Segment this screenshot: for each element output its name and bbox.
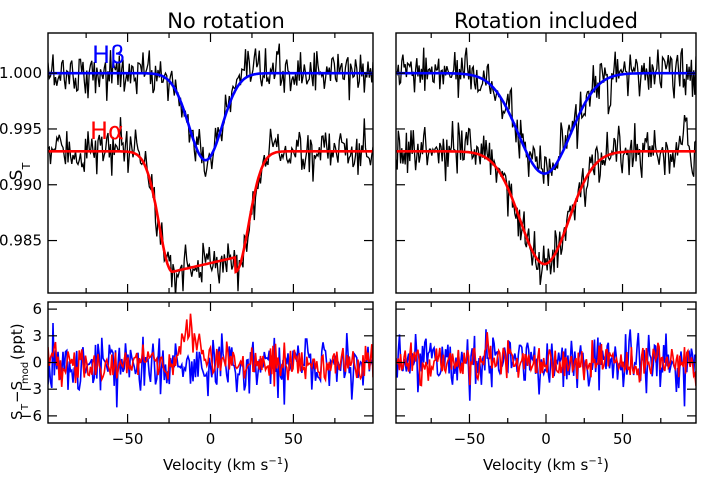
svg-text:Velocity (km s−1): Velocity (km s−1) — [163, 456, 289, 474]
top-y-axis-label-main: S — [7, 170, 27, 181]
residual-line — [396, 332, 696, 387]
x-tick-label: 50 — [284, 430, 303, 448]
model-line — [48, 150, 373, 274]
model-line — [396, 71, 696, 175]
x-tick-label: 50 — [613, 430, 632, 448]
x-tick-label: 0 — [541, 430, 551, 448]
bottom-y-axis-label: S T −S mod (ppt) — [8, 323, 31, 420]
y-tick-label: −6 — [20, 407, 42, 425]
observed-spectrum-line — [396, 47, 696, 187]
bottom-left-panel: −6 −3 0 3 6 −50 0 50 — [20, 300, 374, 448]
y-tick-label: −3 — [20, 380, 42, 398]
y-tick-label: 0.995 — [0, 120, 42, 138]
svg-text:mod: mod — [20, 362, 31, 384]
svg-text:−S: −S — [8, 381, 26, 403]
svg-text:S: S — [8, 410, 26, 420]
svg-text:T: T — [20, 403, 31, 411]
svg-text:Velocity (km s−1): Velocity (km s−1) — [483, 456, 609, 474]
y-tick-label: 0.985 — [0, 232, 42, 250]
x-tick-label: −50 — [454, 430, 486, 448]
top-y-axis-label-sub: T — [20, 162, 33, 170]
model-line — [396, 150, 696, 266]
bottom-right-panel: −50 0 50 — [395, 301, 697, 448]
x-tick-label: −50 — [112, 430, 144, 448]
y-tick-label: 0.990 — [0, 176, 42, 194]
x-tick-label: 0 — [206, 430, 216, 448]
y-tick-label: 6 — [32, 300, 42, 318]
right-x-axis-label: Velocity (km s−1) — [483, 456, 609, 474]
top-left-panel: 0.985 0.990 0.995 1.000 Hβ Hα — [0, 32, 374, 294]
model-line — [48, 71, 373, 162]
residual-line — [48, 322, 373, 408]
left-panel-title: No rotation — [167, 9, 285, 33]
plot-area — [48, 313, 373, 408]
plot-area — [396, 47, 696, 285]
y-tick-label: 3 — [32, 327, 42, 345]
plot-area — [396, 329, 696, 407]
h-beta-label: Hβ — [92, 41, 125, 69]
top-right-panel — [395, 32, 697, 294]
left-x-axis-label: Velocity (km s−1) — [163, 456, 289, 474]
svg-text:(ppt): (ppt) — [8, 323, 26, 360]
right-panel-title: Rotation included — [454, 9, 638, 33]
observed-spectrum-line — [396, 114, 696, 285]
residual-line — [48, 313, 373, 387]
residual-line — [396, 329, 696, 407]
y-tick-label: 0 — [32, 354, 42, 372]
plot-area — [48, 43, 373, 293]
y-tick-label: 1.000 — [0, 64, 42, 82]
h-alpha-label: Hα — [90, 117, 124, 145]
